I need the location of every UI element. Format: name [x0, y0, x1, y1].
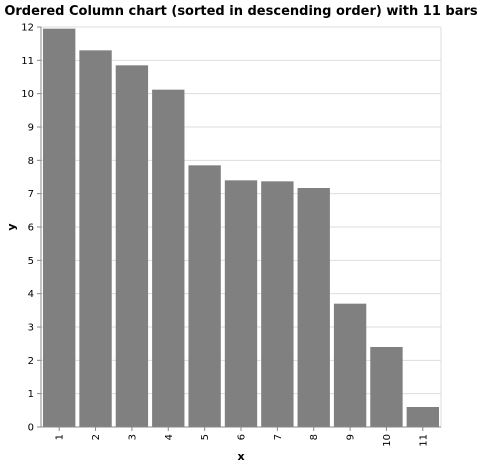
y-tick-label: 0 [28, 423, 34, 434]
bar-2 [79, 50, 112, 427]
y-tick-label: 9 [28, 123, 34, 134]
bar-10 [370, 347, 403, 427]
bar-6 [224, 180, 258, 427]
chart-title: Ordered Column chart (sorted in descendi… [4, 4, 478, 19]
y-tick-label: 12 [21, 23, 34, 34]
x-tick-label: 4 [164, 434, 175, 440]
y-tick-label: 5 [28, 256, 34, 267]
x-tick-label: 3 [127, 434, 138, 440]
x-tick-label: 10 [382, 434, 393, 447]
bars [43, 28, 439, 428]
x-axis-title: x [237, 450, 244, 463]
bar-5 [188, 165, 221, 428]
y-tick-label: 2 [28, 356, 34, 367]
x-tick-label: 6 [237, 434, 248, 440]
bar-3 [115, 65, 149, 427]
bar-8 [297, 188, 330, 427]
bar-11 [406, 407, 439, 427]
y-tick-label: 3 [28, 323, 34, 334]
bar-4 [152, 89, 185, 428]
y-tick-label: 8 [28, 156, 34, 167]
bar-9 [333, 303, 367, 427]
x-tick-label: 9 [346, 434, 357, 440]
y-tick-label: 10 [21, 89, 34, 100]
x-tick-label: 1 [55, 434, 66, 440]
x-tick-label: 5 [200, 434, 211, 440]
x-tick-label: 8 [309, 434, 320, 440]
y-tick-label: 4 [28, 289, 34, 300]
y-tick-label: 7 [28, 189, 34, 200]
y-tick-label: 11 [21, 56, 34, 67]
y-axis-title: y [5, 223, 18, 230]
bar-7 [261, 181, 294, 427]
x-tick-label: 2 [91, 434, 102, 440]
y-tick-label: 1 [28, 389, 34, 400]
bar-1 [43, 28, 76, 428]
y-tick-label: 6 [28, 223, 34, 234]
x-tick-label: 11 [418, 434, 429, 447]
x-axis-ticks: 1 2 3 4 5 6 7 8 9 10 11 [55, 427, 429, 447]
x-tick-label: 7 [273, 434, 284, 440]
